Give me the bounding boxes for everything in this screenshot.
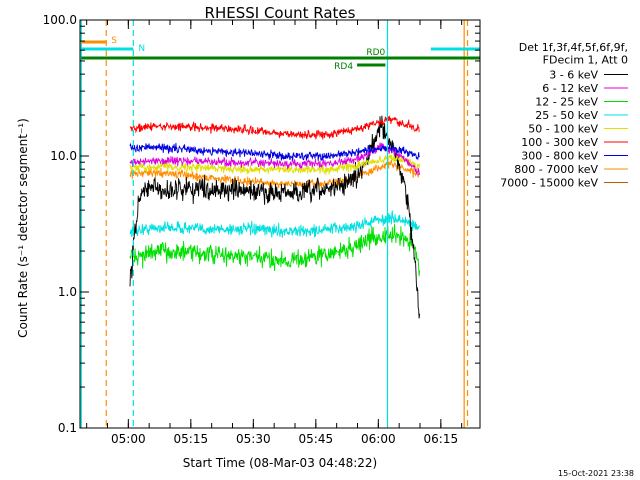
- series-line-800-to-7000keV-kev: [129, 158, 421, 189]
- legend-label: 800 - 7000 keV: [514, 163, 598, 176]
- state-label-s: S: [111, 36, 117, 46]
- plot-frame: [79, 19, 481, 429]
- legend-label: 3 - 6 keV: [549, 69, 598, 82]
- legend-label: 50 - 100 keV: [528, 123, 598, 136]
- x-tick-label: 06:15: [424, 432, 459, 446]
- y-axis-label: Count Rate (s⁻¹ detector segment⁻¹): [16, 118, 30, 338]
- series-line-6-to-12keV-kev: [129, 142, 421, 176]
- legend-header-line: FDecim 1, Att 0: [543, 54, 628, 67]
- x-tick-label: 05:30: [236, 432, 271, 446]
- y-tick-label: 1.0: [58, 285, 77, 299]
- x-axis-label: Start Time (08-Mar-03 04:48:22): [183, 456, 377, 470]
- series-line-25-to-50keV-kev: [129, 210, 420, 238]
- legend-header-line: Det 1f,3f,4f,5f,6f,9f,: [519, 41, 628, 54]
- chart-title: RHESSI Count Rates: [205, 4, 356, 22]
- legend-label: 12 - 25 keV: [535, 96, 598, 109]
- series-line-12-to-25keV-kev: [129, 224, 421, 277]
- x-tick-label: 05:45: [299, 432, 334, 446]
- legend-label: 100 - 300 keV: [521, 136, 598, 149]
- y-tick-label: 10.0: [50, 149, 77, 163]
- legend-label: 25 - 50 keV: [535, 109, 598, 122]
- generation-timestamp: 15-Oct-2021 23:38: [558, 469, 634, 478]
- y-tick-label: 0.1: [58, 421, 77, 435]
- state-label-rd0: RD0: [366, 48, 385, 58]
- state-label-rd4: RD4: [334, 62, 353, 72]
- y-tick-label: 100.0: [43, 13, 77, 27]
- x-tick-label: 06:00: [361, 432, 396, 446]
- series-line-300-to-800keV-kev: [129, 142, 420, 162]
- legend-label: 300 - 800 keV: [521, 150, 598, 163]
- legend-label: 7000 - 15000 keV: [500, 177, 598, 190]
- series-line-100-to-300keV-kev: [129, 115, 420, 140]
- x-tick-label: 05:00: [111, 432, 146, 446]
- state-label-n: N: [138, 44, 145, 54]
- x-tick-label: 05:15: [174, 432, 209, 446]
- legend-label: 6 - 12 keV: [542, 82, 598, 95]
- series-line-3-to-6keV-kev: [129, 115, 421, 319]
